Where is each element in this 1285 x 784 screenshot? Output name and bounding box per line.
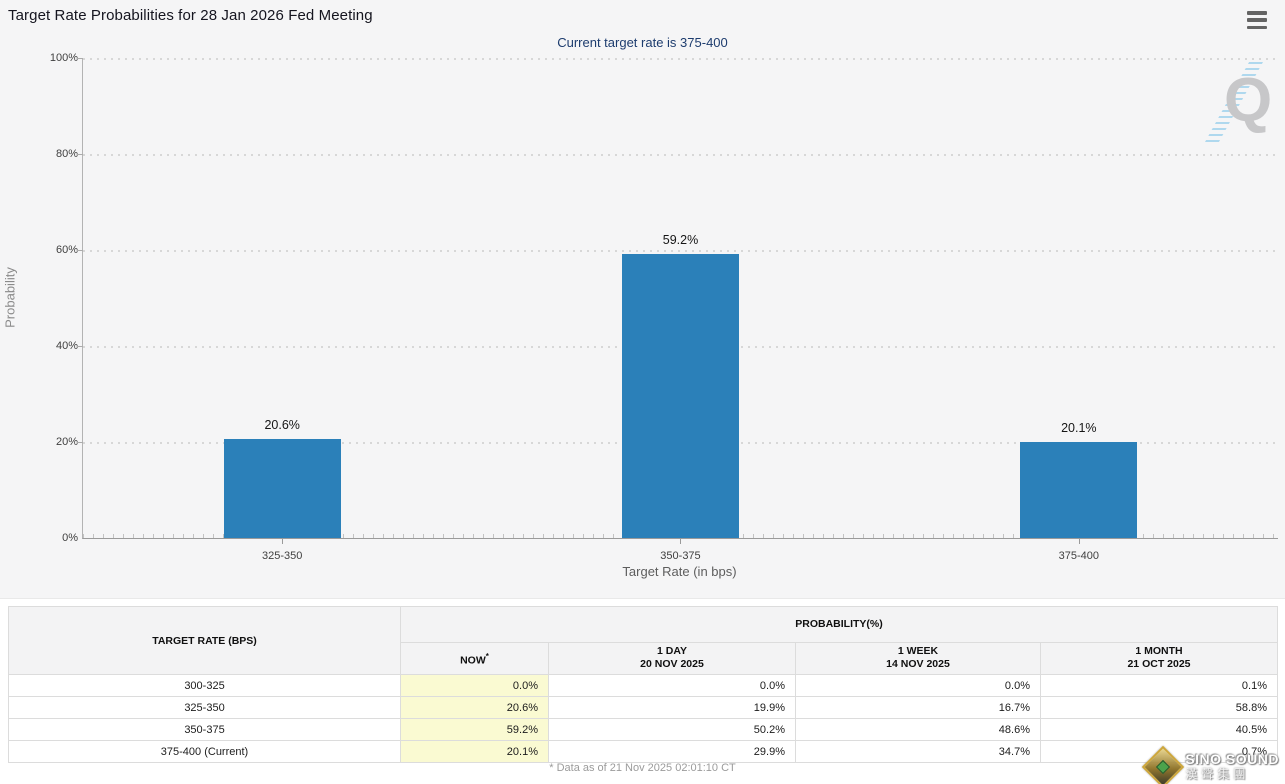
col-header-now-label: NOW (460, 654, 486, 666)
bar-325-350[interactable] (223, 439, 341, 538)
cell-rate: 300-325 (8, 674, 401, 697)
chart-panel: Target Rate Probabilities for 28 Jan 202… (0, 7, 1285, 599)
table-row: 300-325 0.0% 0.0% 0.0% 0.1% (8, 674, 1278, 697)
cell-1-day: 0.0% (548, 674, 796, 697)
cell-1-week: 34.7% (795, 740, 1041, 763)
chart-subtitle: Current target rate is 375-400 (557, 35, 728, 50)
x-axis-tick (282, 538, 284, 544)
cell-1-week: 48.6% (795, 718, 1041, 741)
quikstrike-logo-watermark: Q (1200, 60, 1280, 144)
gridline-100 (77, 58, 1278, 60)
menu-bar (1247, 11, 1267, 15)
bar-group-350-375: 59.2% 350-375 (481, 59, 879, 562)
bar-value-label: 20.1% (1061, 420, 1097, 435)
cell-now: 59.2% (400, 718, 549, 741)
col-header-1-month: 1 MONTH 21 OCT 2025 (1040, 641, 1278, 676)
bar-350-375[interactable] (621, 254, 739, 538)
cell-1-month: 0.1% (1040, 674, 1278, 697)
cell-1-week: 16.7% (795, 696, 1041, 719)
x-tick-label: 325-350 (261, 550, 303, 562)
col-header-target-rate: TARGET RATE (BPS) (8, 606, 401, 675)
col-header-1-day: 1 DAY 20 NOV 2025 (548, 641, 796, 676)
logo-q-letter: Q (1224, 66, 1273, 135)
x-axis-title: Target Rate (in bps) (622, 564, 737, 579)
bar-375-400[interactable] (1020, 441, 1138, 538)
y-tick-label: 0% (62, 532, 78, 544)
col-header-1-week-label: 1 WEEK (897, 645, 939, 658)
x-tick-label: 350-375 (660, 550, 701, 562)
probability-table: TARGET RATE (BPS) PROBABILITY(%) NOW* 1 … (8, 606, 1278, 763)
bar-group-375-400: 20.1% 375-400 (880, 59, 1278, 562)
data-as-of-note: * Data as of 21 Nov 2025 02:01:10 CT (549, 762, 736, 774)
brand-name-cn: 漢聲集團 (1185, 767, 1250, 781)
sino-sound-watermark: SINO SOUND 漢聲集團 (1142, 745, 1279, 784)
cell-1-month: 40.5% (1040, 718, 1278, 741)
y-tick-label: 20% (55, 436, 78, 448)
cell-rate: 325-350 (8, 696, 401, 719)
menu-bar (1247, 18, 1267, 22)
col-header-1-day-date: 20 NOV 2025 (640, 658, 704, 671)
col-header-1-month-label: 1 MONTH (1135, 645, 1183, 658)
y-tick-label: 100% (49, 52, 78, 64)
y-tick-label: 60% (55, 244, 78, 256)
table-row: 325-350 20.6% 19.9% 16.7% 58.8% (8, 696, 1278, 719)
diamond-logo-icon (1142, 745, 1185, 784)
col-header-1-month-date: 21 OCT 2025 (1127, 658, 1191, 671)
col-header-probability: PROBABILITY(%) (400, 606, 1278, 643)
col-header-now: NOW* (400, 641, 549, 676)
gridline-60 (77, 250, 1278, 252)
y-axis-tick-labels: 100% 80% 60% 40% 20% 0% (32, 52, 78, 544)
menu-bar (1247, 25, 1267, 29)
cell-1-day: 29.9% (548, 740, 796, 763)
col-header-1-day-label: 1 DAY (657, 645, 687, 658)
cell-now: 20.1% (400, 740, 549, 763)
cell-rate: 375-400 (Current) (8, 740, 401, 763)
brand-name-en: SINO SOUND (1185, 751, 1279, 767)
x-tick-label: 375-400 (1058, 550, 1099, 562)
x-axis-tick (1078, 538, 1080, 544)
table-row: 350-375 59.2% 50.2% 48.6% 40.5% (8, 718, 1278, 741)
gridline-80 (77, 154, 1278, 156)
bar-value-label: 59.2% (662, 233, 699, 248)
brand-text: SINO SOUND 漢聲集團 (1185, 752, 1279, 782)
y-tick-label: 40% (55, 340, 78, 352)
cell-rate: 350-375 (8, 718, 401, 741)
cell-1-month: 58.8% (1040, 696, 1278, 719)
cell-now: 0.0% (400, 674, 549, 697)
hamburger-menu-icon[interactable] (1247, 11, 1267, 29)
bar-value-label: 20.6% (264, 418, 300, 433)
footnote-marker: * (485, 651, 489, 661)
plot-area: 20.6% 325-350 59.2% 350-375 20.1% 375-40… (77, 58, 1278, 562)
chart-title: Target Rate Probabilities for 28 Jan 202… (8, 7, 373, 24)
cell-1-day: 50.2% (548, 718, 796, 741)
x-axis-tick (680, 538, 682, 544)
y-axis-title: Probability (2, 267, 18, 328)
cell-1-week: 0.0% (795, 674, 1041, 697)
cell-1-day: 19.9% (548, 696, 796, 719)
col-header-1-week: 1 WEEK 14 NOV 2025 (795, 641, 1041, 676)
bar-group-325-350: 20.6% 325-350 (83, 59, 481, 562)
y-tick-label: 80% (55, 148, 78, 160)
table-row: 375-400 (Current) 20.1% 29.9% 34.7% 0.7% (8, 740, 1278, 763)
col-header-1-week-date: 14 NOV 2025 (886, 658, 950, 671)
cell-now: 20.6% (400, 696, 549, 719)
